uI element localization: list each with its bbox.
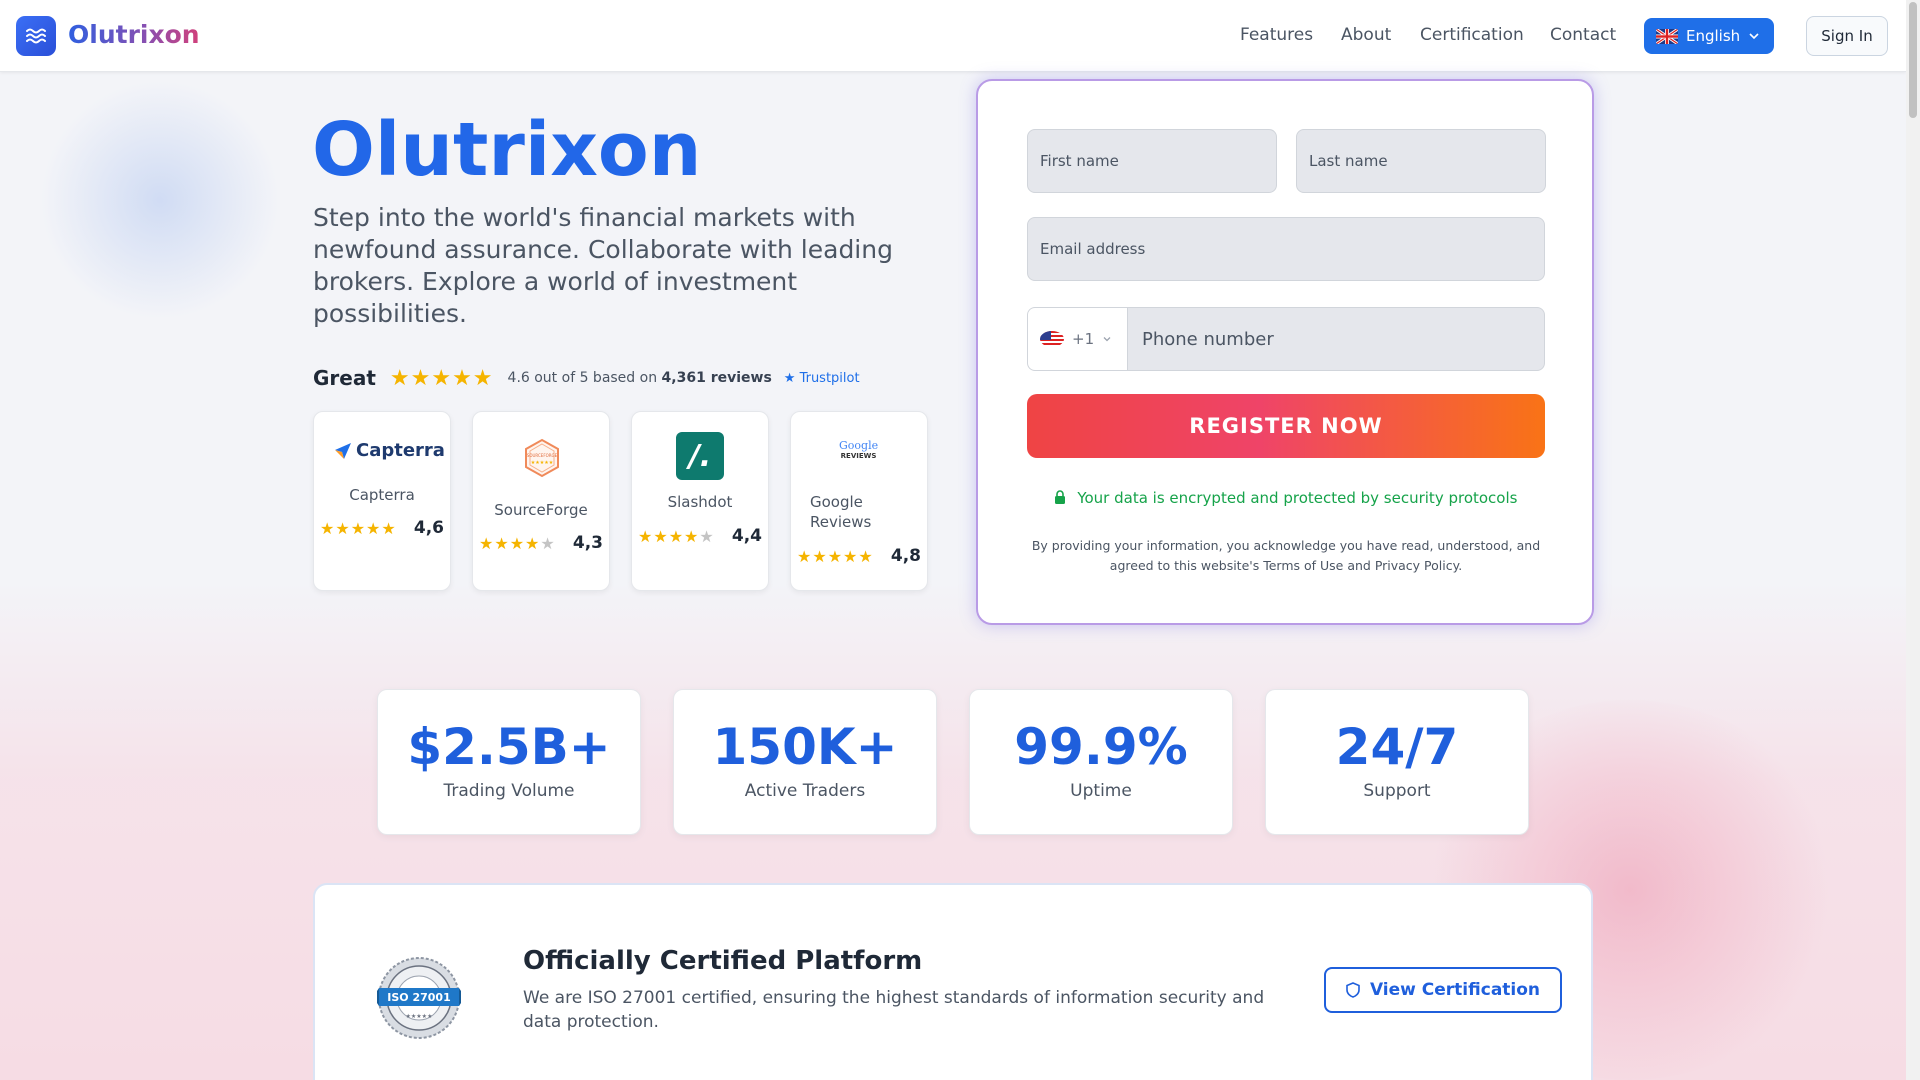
review-stars: ★★★★★: [797, 547, 874, 566]
security-note-text: Your data is encrypted and protected by …: [1077, 489, 1518, 507]
country-code: +1: [1072, 330, 1095, 348]
first-name-field[interactable]: First name: [1027, 129, 1277, 193]
shield-icon: [1346, 982, 1360, 998]
iso-badge-text: ISO 27001: [387, 991, 450, 1004]
rating-stars: ★★★★★: [389, 365, 494, 391]
chevron-down-icon: [1749, 33, 1759, 40]
iso-badge-stars: ★★★★★: [406, 1013, 433, 1020]
certification-description: We are ISO 27001 certified, ensuring the…: [523, 988, 1265, 1032]
stat-label: Support: [1363, 781, 1431, 801]
nav-about[interactable]: About: [1341, 25, 1392, 45]
nav-features[interactable]: Features: [1240, 25, 1314, 45]
hero-subtitle: Step into the world's financial markets …: [313, 203, 893, 328]
review-card-capterra[interactable]: Capterra Capterra ★★★★★ 4,6: [313, 411, 451, 591]
language-label: English: [1686, 27, 1741, 45]
review-stars: ★★★★★: [320, 519, 397, 538]
chevron-down-icon: [1103, 337, 1111, 342]
nav-contact[interactable]: Contact: [1550, 25, 1617, 45]
site-header: Olutrixon Features About Certification C…: [0, 0, 1906, 72]
rating-summary: 4.6 out of 5 based on 4,361 reviews: [508, 370, 772, 386]
waves-icon: [26, 28, 46, 44]
review-source-name: SourceForge: [494, 501, 588, 519]
sourceforge-logo: SOURCEFORGE ★★★★★: [522, 438, 562, 482]
stat-value: 150K+: [712, 718, 898, 776]
google-logo-text: Google: [839, 439, 879, 452]
brand-name[interactable]: Olutrixon: [68, 20, 200, 49]
view-certification-button[interactable]: View Certification: [1324, 967, 1562, 1013]
background-blob: [40, 80, 280, 320]
sign-in-button[interactable]: Sign In: [1806, 16, 1888, 56]
uk-flag-icon: [1656, 28, 1678, 44]
country-code-selector[interactable]: +1: [1027, 307, 1127, 371]
review-card-sourceforge[interactable]: SOURCEFORGE ★★★★★ SourceForge ★★★★★ 4,3: [472, 411, 610, 591]
stat-value: $2.5B+: [407, 718, 611, 776]
review-score: 4,4: [731, 526, 762, 546]
review-score: 4,6: [413, 518, 444, 538]
sourceforge-badge-icon: SOURCEFORGE ★★★★★: [525, 438, 559, 478]
review-source-name: Capterra: [349, 486, 415, 504]
phone-field[interactable]: Phone number: [1127, 307, 1545, 371]
language-selector[interactable]: English: [1644, 18, 1774, 54]
review-score: 4,3: [572, 533, 603, 553]
rating-prefix: 4.6 out of 5 based on: [507, 370, 658, 386]
stat-label: Active Traders: [744, 781, 866, 801]
iso-badge-icon: ISO 27001 ★★★★★: [377, 957, 461, 1039]
email-field[interactable]: Email address: [1027, 217, 1545, 281]
stat-card: $2.5B+ Trading Volume: [377, 689, 641, 835]
trustpilot-link[interactable]: ★ Trustpilot: [783, 370, 860, 386]
scrollbar[interactable]: [1906, 0, 1920, 1080]
stat-value: 99.9%: [1014, 718, 1188, 776]
nav-certification[interactable]: Certification: [1420, 25, 1524, 45]
last-name-field[interactable]: Last name: [1296, 129, 1546, 193]
sourceforge-logo-text: SOURCEFORGE: [527, 453, 558, 458]
lock-icon: [1054, 490, 1065, 504]
capterra-arrow-icon: [335, 442, 351, 459]
slashdot-logo-text: /.: [688, 438, 712, 474]
certification-title: Officially Certified Platform: [523, 946, 923, 976]
stat-value: 24/7: [1335, 718, 1459, 776]
certification-section: ISO 27001 ★★★★★ Officially Certified Pla…: [313, 883, 1593, 1080]
slashdot-logo-icon: /.: [676, 432, 724, 480]
review-source-name: Slashdot: [667, 493, 733, 511]
stat-card: 24/7 Support: [1265, 689, 1529, 835]
review-source-name: Google Reviews: [810, 493, 872, 531]
google-logo-subtext: REVIEWS: [840, 452, 877, 460]
stat-label: Uptime: [1070, 781, 1132, 801]
google-reviews-logo: Google REVIEWS: [839, 440, 878, 462]
review-stars: ★★★★★: [638, 527, 715, 546]
review-score: 4,8: [890, 546, 921, 566]
register-button[interactable]: REGISTER NOW: [1027, 394, 1545, 458]
stat-card: 99.9% Uptime: [969, 689, 1233, 835]
rating-count: 4,361 reviews: [661, 370, 772, 386]
hero-title: Olutrixon: [312, 107, 702, 193]
stat-label: Trading Volume: [443, 781, 575, 801]
trustpilot-rating: Great ★★★★★ 4.6 out of 5 based on 4,361 …: [313, 364, 860, 392]
review-card-google[interactable]: Google REVIEWS Google Reviews ★★★★★ 4,8: [790, 411, 928, 591]
scrollbar-thumb[interactable]: [1909, 2, 1917, 118]
review-card-slashdot[interactable]: /. Slashdot ★★★★★ 4,4: [631, 411, 769, 591]
sourceforge-logo-stars: ★★★★★: [531, 460, 554, 466]
us-flag-icon: [1040, 331, 1064, 347]
review-stars: ★★★★★: [479, 534, 556, 553]
stat-card: 150K+ Active Traders: [673, 689, 937, 835]
security-note: Your data is encrypted and protected by …: [978, 489, 1592, 507]
rating-word: Great: [313, 366, 376, 390]
logo-icon[interactable]: [16, 16, 56, 56]
capterra-logo: Capterra: [334, 440, 445, 461]
legal-disclaimer: By providing your information, you ackno…: [1031, 538, 1541, 573]
view-certification-label: View Certification: [1369, 980, 1541, 1000]
registration-form: First name Last name Email address +1 Ph…: [976, 79, 1594, 625]
capterra-logo-text: Capterra: [356, 440, 445, 461]
